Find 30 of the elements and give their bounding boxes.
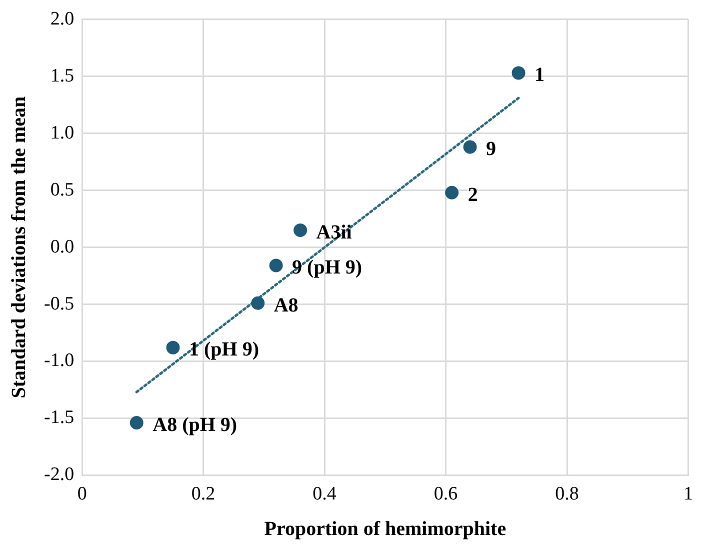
point [130, 416, 144, 430]
y-tick-label: 2.0 [50, 8, 74, 30]
x-tick-label: 0.4 [312, 484, 337, 505]
annotation: 1 [534, 64, 545, 86]
point [445, 186, 459, 200]
annotation: 2 [468, 184, 478, 206]
x-axis-title: Proportion of hemimorphite [264, 518, 506, 540]
point [512, 66, 526, 80]
point [166, 340, 180, 354]
annotation: A8 [274, 294, 298, 316]
point [294, 223, 308, 237]
point [269, 258, 283, 272]
x-tick-label: 0.8 [555, 484, 579, 505]
y-tick-label: -2.0 [44, 464, 74, 486]
annotation: A8 (pH 9) [152, 414, 238, 436]
y-tick-label: 0.0 [50, 236, 74, 258]
x-tick-label: 0.6 [434, 484, 458, 505]
x-tick-label: 0.2 [191, 484, 216, 505]
y-tick-label: -1.0 [44, 350, 74, 372]
y-tick-label: -0.5 [44, 293, 74, 314]
y-tick-label: -1.5 [44, 407, 74, 428]
x-tick-label: 1 [684, 484, 693, 505]
y-axis-title: Standard deviations from the mean [8, 96, 30, 398]
y-tick-label: 1.5 [50, 65, 74, 86]
y-tick-label: 1.0 [50, 122, 74, 144]
x-tick-label: 0 [77, 484, 87, 505]
annotation: 9 [486, 138, 496, 160]
point [463, 140, 477, 154]
point [251, 296, 265, 310]
y-tick-label: 0.5 [50, 179, 74, 200]
